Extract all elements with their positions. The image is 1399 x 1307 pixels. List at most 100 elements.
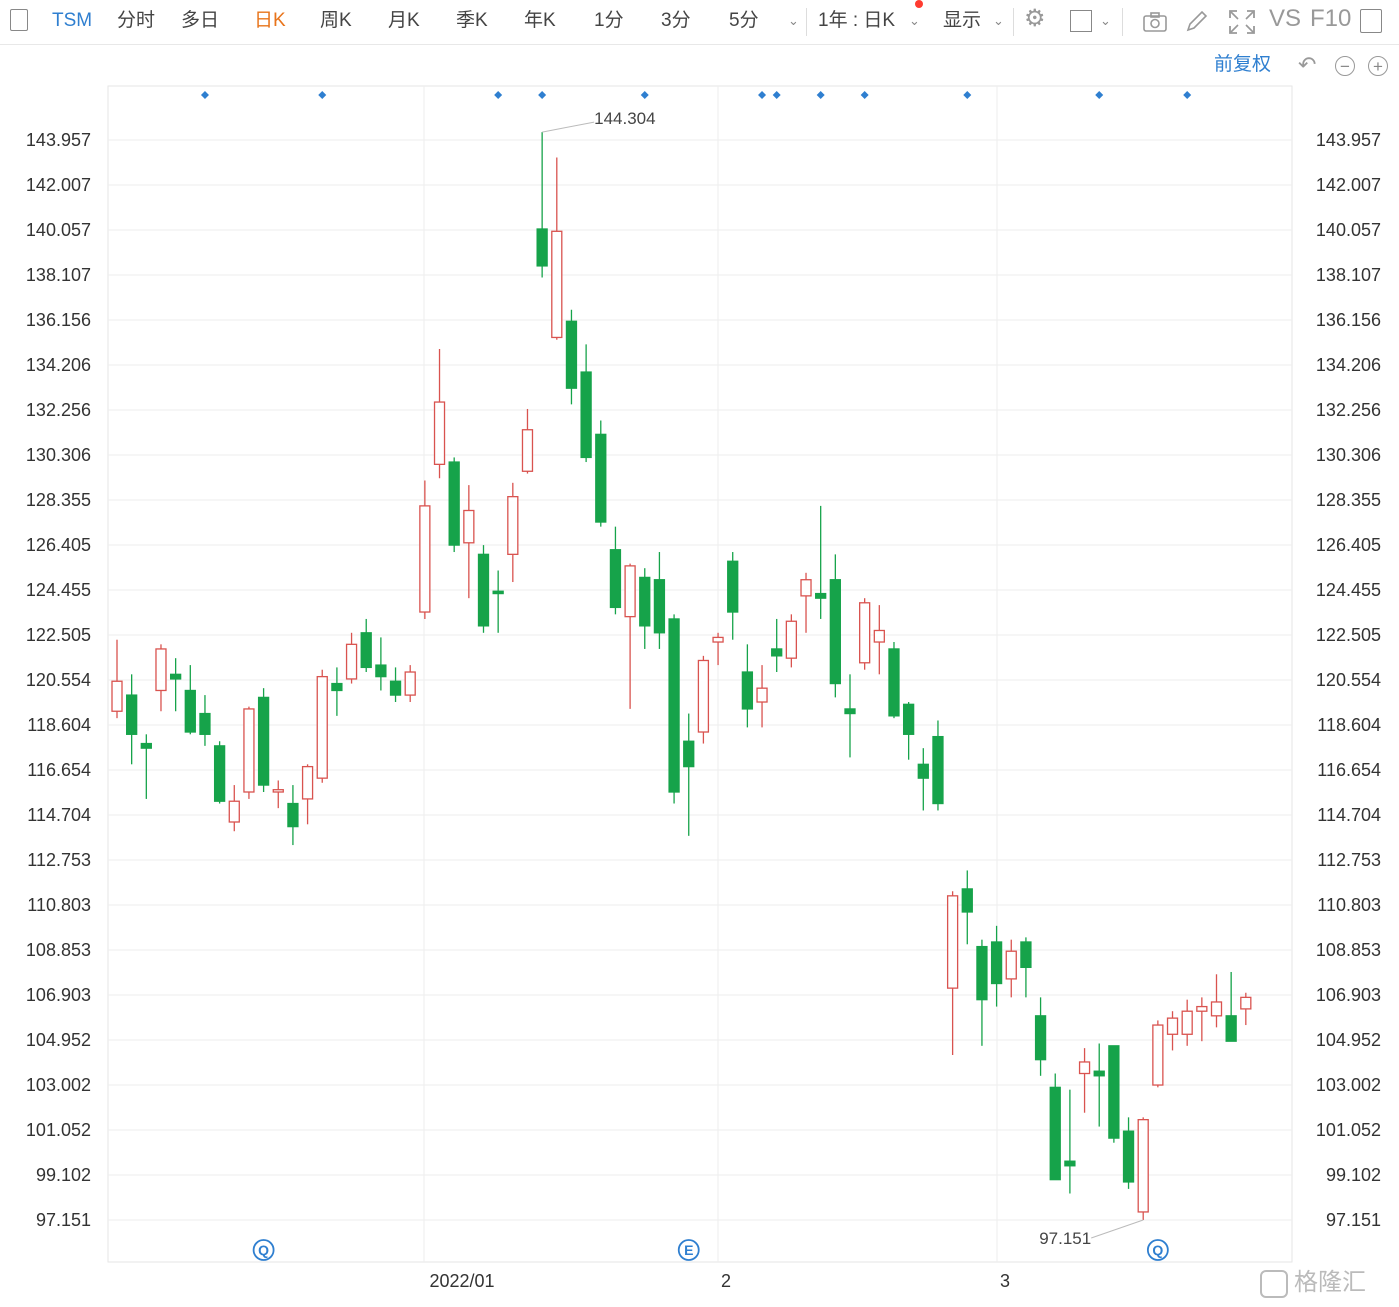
tab-daily-k[interactable]: 日K xyxy=(254,10,286,31)
candle-body xyxy=(1020,941,1032,969)
adjust-mode-link[interactable]: 前复权 xyxy=(1214,54,1272,75)
candle xyxy=(1078,1048,1091,1113)
fullscreen-icon[interactable] xyxy=(1228,9,1256,35)
candle xyxy=(433,348,446,479)
candle-body xyxy=(316,675,328,779)
candle-body xyxy=(800,579,812,597)
tab-3min[interactable]: 3分 xyxy=(661,10,691,31)
y-tick-label-left: 106.903 xyxy=(26,985,91,1005)
candle-body xyxy=(184,689,196,733)
dividend-marker-icon[interactable] xyxy=(816,91,825,99)
candle-body xyxy=(1093,1070,1105,1077)
candle xyxy=(873,605,885,675)
candles xyxy=(111,132,1252,1220)
annotations: 144.304 97.151 xyxy=(542,109,1144,1248)
y-tick-label-left: 130.306 xyxy=(26,445,91,465)
box-chevron-icon[interactable]: ⌄ xyxy=(1100,13,1111,28)
tab-intraday[interactable]: 分时 xyxy=(117,10,156,31)
x-tick-label: 3 xyxy=(1000,1271,1010,1291)
more-periods-chevron-icon[interactable]: ⌄ xyxy=(788,13,799,28)
event-marker-label: Q xyxy=(1152,1242,1163,1258)
dividend-marker-icon[interactable] xyxy=(318,91,327,99)
display-chevron-icon[interactable]: ⌄ xyxy=(993,13,1004,28)
tab-5min[interactable]: 5分 xyxy=(729,10,759,31)
y-tick-label-left: 122.505 xyxy=(26,625,91,645)
dividend-marker-icon[interactable] xyxy=(860,91,869,99)
candle xyxy=(756,665,768,728)
pencil-icon[interactable] xyxy=(1184,10,1210,34)
panel-toggle-icon[interactable] xyxy=(1360,9,1382,33)
candle-body xyxy=(301,765,314,800)
dividend-marker-icon[interactable] xyxy=(494,91,503,99)
candle xyxy=(551,157,563,340)
candle xyxy=(1093,1043,1105,1127)
y-tick-label-left: 136.156 xyxy=(26,310,91,330)
dividend-marker-icon[interactable] xyxy=(1183,91,1192,99)
candle-body xyxy=(389,680,402,696)
dividend-marker-icon[interactable] xyxy=(640,91,649,99)
candle-body xyxy=(140,742,152,749)
candle xyxy=(375,637,387,691)
candle xyxy=(492,570,504,633)
event-marker-icon[interactable]: Q xyxy=(252,1239,275,1261)
candle-body xyxy=(111,680,123,712)
dividend-marker-icon[interactable] xyxy=(772,91,781,99)
candle-body xyxy=(1166,1017,1179,1035)
symbol-label[interactable]: TSM xyxy=(52,10,93,31)
candle-body xyxy=(727,560,739,613)
dividend-marker-icon[interactable] xyxy=(1095,91,1104,99)
settings-gear-icon[interactable]: ⚙ xyxy=(1024,5,1046,32)
y-tick-label-right: 108.853 xyxy=(1316,940,1381,960)
tab-weekly-k[interactable]: 周K xyxy=(320,10,352,31)
tab-monthly-k[interactable]: 月K xyxy=(388,10,420,31)
zoom-out-icon[interactable]: − xyxy=(1335,56,1355,76)
y-tick-label-left: 132.256 xyxy=(26,400,91,420)
candle-body xyxy=(213,745,226,802)
candle xyxy=(829,554,841,698)
candle-body xyxy=(609,549,622,609)
candle xyxy=(1034,997,1047,1076)
candle-body xyxy=(126,694,138,735)
candle-body xyxy=(433,401,446,466)
vs-compare-button[interactable]: VS xyxy=(1269,5,1302,32)
event-marker-icon[interactable]: E xyxy=(677,1239,700,1261)
candle-body xyxy=(521,429,534,472)
y-axis-right: 143.957 142.007 140.057 138.107 136.156 134.2… xyxy=(1316,130,1381,1230)
y-tick-label-right: 118.604 xyxy=(1317,715,1381,735)
candle-body xyxy=(507,496,519,555)
y-axis-left: 143.957 142.007 140.057 138.107 136.156 134.2… xyxy=(26,130,91,1230)
dividend-marker-icon[interactable] xyxy=(758,91,767,99)
event-marker-icon[interactable]: Q xyxy=(1146,1239,1169,1261)
tab-yearly-k[interactable]: 年K xyxy=(524,10,556,31)
candle-body xyxy=(741,671,754,710)
candle-body xyxy=(345,643,358,680)
y-tick-label-right: 134.206 xyxy=(1316,355,1381,375)
candle-body xyxy=(1196,1005,1208,1012)
dividend-marker-icon[interactable] xyxy=(538,91,547,99)
tab-multiday[interactable]: 多日 xyxy=(181,10,220,31)
y-tick-label-left: 128.355 xyxy=(26,490,91,510)
candle xyxy=(1122,1117,1135,1189)
sidebar-toggle-icon[interactable] xyxy=(10,9,28,31)
dividend-marker-icon[interactable] xyxy=(963,91,972,99)
f10-button[interactable]: F10 xyxy=(1310,5,1352,32)
candle xyxy=(609,526,622,615)
drawing-box-icon[interactable] xyxy=(1070,10,1092,32)
zoom-in-icon[interactable]: + xyxy=(1368,56,1388,76)
range-select[interactable]: 1年 : 日K xyxy=(818,10,896,31)
display-menu[interactable]: 显示 xyxy=(943,10,982,31)
candle-body xyxy=(448,461,460,546)
undo-icon[interactable]: ↶ xyxy=(1298,52,1317,77)
candle xyxy=(213,741,226,804)
y-tick-label-right: 122.505 xyxy=(1316,625,1381,645)
candle-body xyxy=(1137,1119,1149,1213)
dividend-marker-icon[interactable] xyxy=(200,91,209,99)
tab-1min[interactable]: 1分 xyxy=(594,10,624,31)
candle-body xyxy=(536,228,548,267)
range-chevron-icon[interactable]: ⌄ xyxy=(909,13,920,28)
camera-icon[interactable] xyxy=(1142,10,1168,34)
candle xyxy=(1166,1011,1179,1051)
tab-quarterly-k[interactable]: 季K xyxy=(456,10,488,31)
